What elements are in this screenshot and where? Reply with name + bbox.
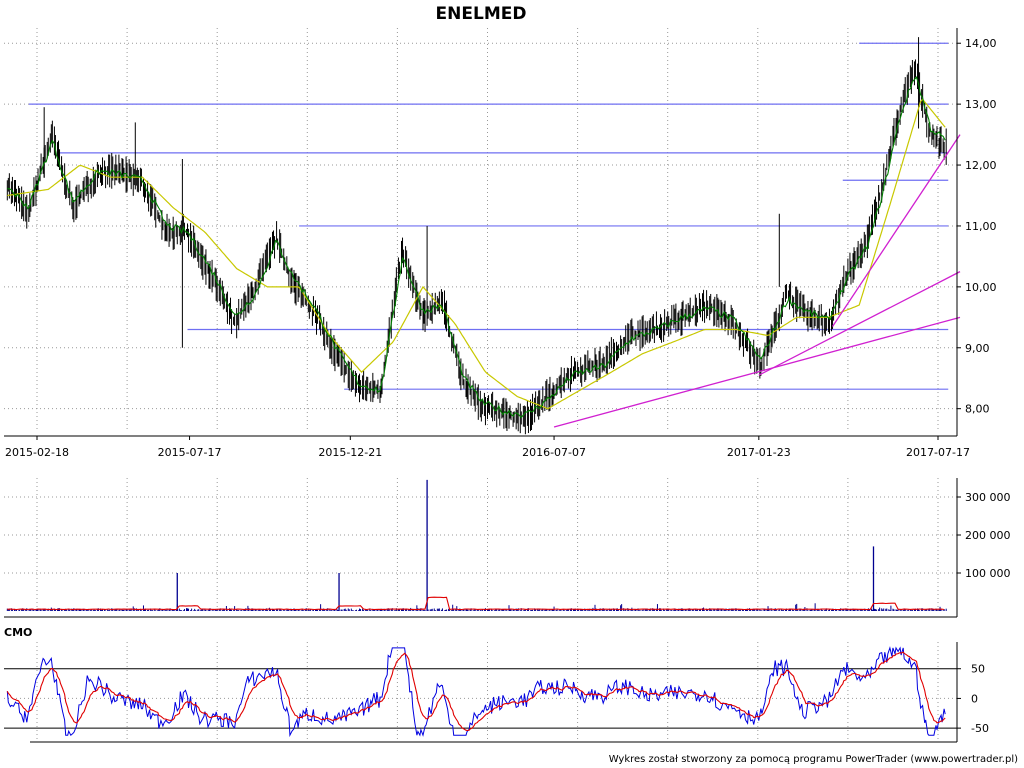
volume-y-tick-label: 200 000 xyxy=(965,529,1011,542)
volume-average-line xyxy=(7,596,945,611)
footer-credit: Wykres został stworzony za pomocą progra… xyxy=(609,754,1018,765)
cmo-y-tick-label: 50 xyxy=(971,663,985,676)
chart-title: ENELMED xyxy=(436,4,527,24)
x-tick-label: 2016-07-07 xyxy=(522,446,586,459)
long-moving-average-line xyxy=(7,98,946,410)
cmo-y-tick-label: 0 xyxy=(971,692,978,705)
price-y-tick-label: 14,00 xyxy=(965,37,997,50)
price-y-tick-label: 11,00 xyxy=(965,220,997,233)
short-moving-average-line xyxy=(7,76,946,419)
volume-y-tick-label: 100 000 xyxy=(965,567,1011,580)
price-y-tick-label: 12,00 xyxy=(965,159,997,172)
price-panel xyxy=(6,37,961,435)
trend-line xyxy=(553,316,961,428)
grid xyxy=(4,28,957,740)
price-bars xyxy=(6,37,947,435)
x-tick-label: 2017-01-23 xyxy=(727,446,791,459)
volume-y-tick-label: 300 000 xyxy=(965,491,1011,504)
axes: 8,00 9,00 10,00 11,00 12,00 13,00 14,00 2015-02… xyxy=(4,28,1011,743)
volume-panel xyxy=(6,479,947,611)
volume-bars xyxy=(6,479,947,611)
x-tick-label: 2015-02-18 xyxy=(5,446,69,459)
x-tick-label: 2015-07-17 xyxy=(158,446,222,459)
x-tick-label: 2015-12-21 xyxy=(318,446,382,459)
cmo-panel-label: CMO xyxy=(4,626,32,639)
price-y-tick-label: 10,00 xyxy=(965,281,997,294)
cmo-signal-line xyxy=(6,651,946,732)
cmo-line xyxy=(6,646,946,738)
price-y-tick-label: 13,00 xyxy=(965,98,997,111)
cmo-y-tick-label: -50 xyxy=(971,722,989,735)
price-y-tick-label: 8,00 xyxy=(965,403,990,416)
price-y-tick-label: 9,00 xyxy=(965,342,990,355)
x-tick-label: 2017-07-17 xyxy=(906,446,970,459)
trend-line xyxy=(758,271,961,376)
cmo-panel xyxy=(4,646,957,738)
trend-line xyxy=(832,134,961,327)
